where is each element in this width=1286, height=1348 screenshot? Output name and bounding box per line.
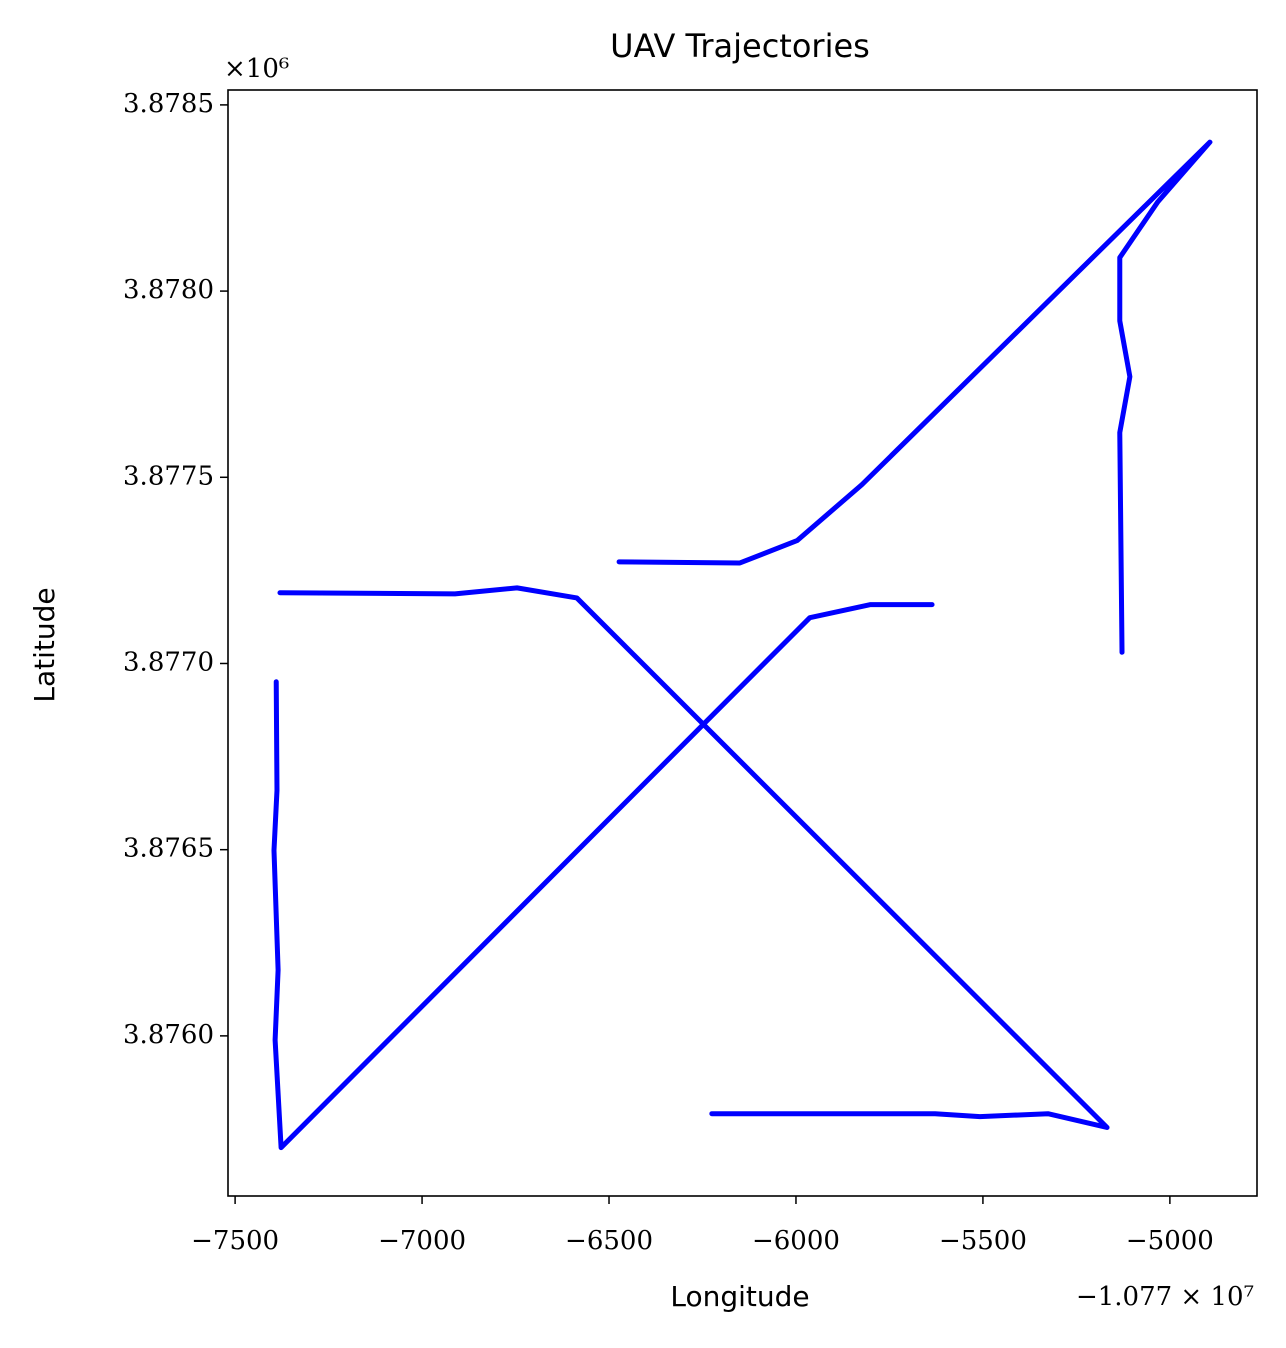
y-tick-label: 3.8785 bbox=[123, 89, 214, 119]
y-tick-label: 3.8775 bbox=[123, 461, 214, 491]
chart-title: UAV Trajectories bbox=[610, 27, 870, 65]
x-tick-label: −5500 bbox=[939, 1226, 1027, 1256]
x-tick-label: −7000 bbox=[378, 1226, 466, 1256]
y-axis-label: Latitude bbox=[28, 587, 61, 702]
trajectory-line bbox=[277, 585, 1110, 1130]
y-tick-label: 3.8780 bbox=[123, 275, 214, 305]
trajectory-line bbox=[616, 139, 1213, 655]
x-axis-label: Longitude bbox=[670, 1280, 809, 1313]
trajectory-line bbox=[271, 602, 935, 1151]
x-tick-label: −7500 bbox=[191, 1226, 279, 1256]
x-tick-label: −6000 bbox=[752, 1226, 840, 1256]
y-tick-label: 3.8770 bbox=[123, 647, 214, 677]
x-tick-label: −5000 bbox=[1126, 1226, 1214, 1256]
x-offset-text: −1.077 × 10⁷ bbox=[1076, 1282, 1254, 1312]
y-offset-text: ×10⁶ bbox=[224, 54, 289, 84]
y-tick-label: 3.8760 bbox=[123, 1020, 214, 1050]
plot-frame bbox=[227, 89, 1258, 1197]
x-tick-label: −6500 bbox=[565, 1226, 653, 1256]
y-tick-label: 3.8765 bbox=[123, 834, 214, 864]
